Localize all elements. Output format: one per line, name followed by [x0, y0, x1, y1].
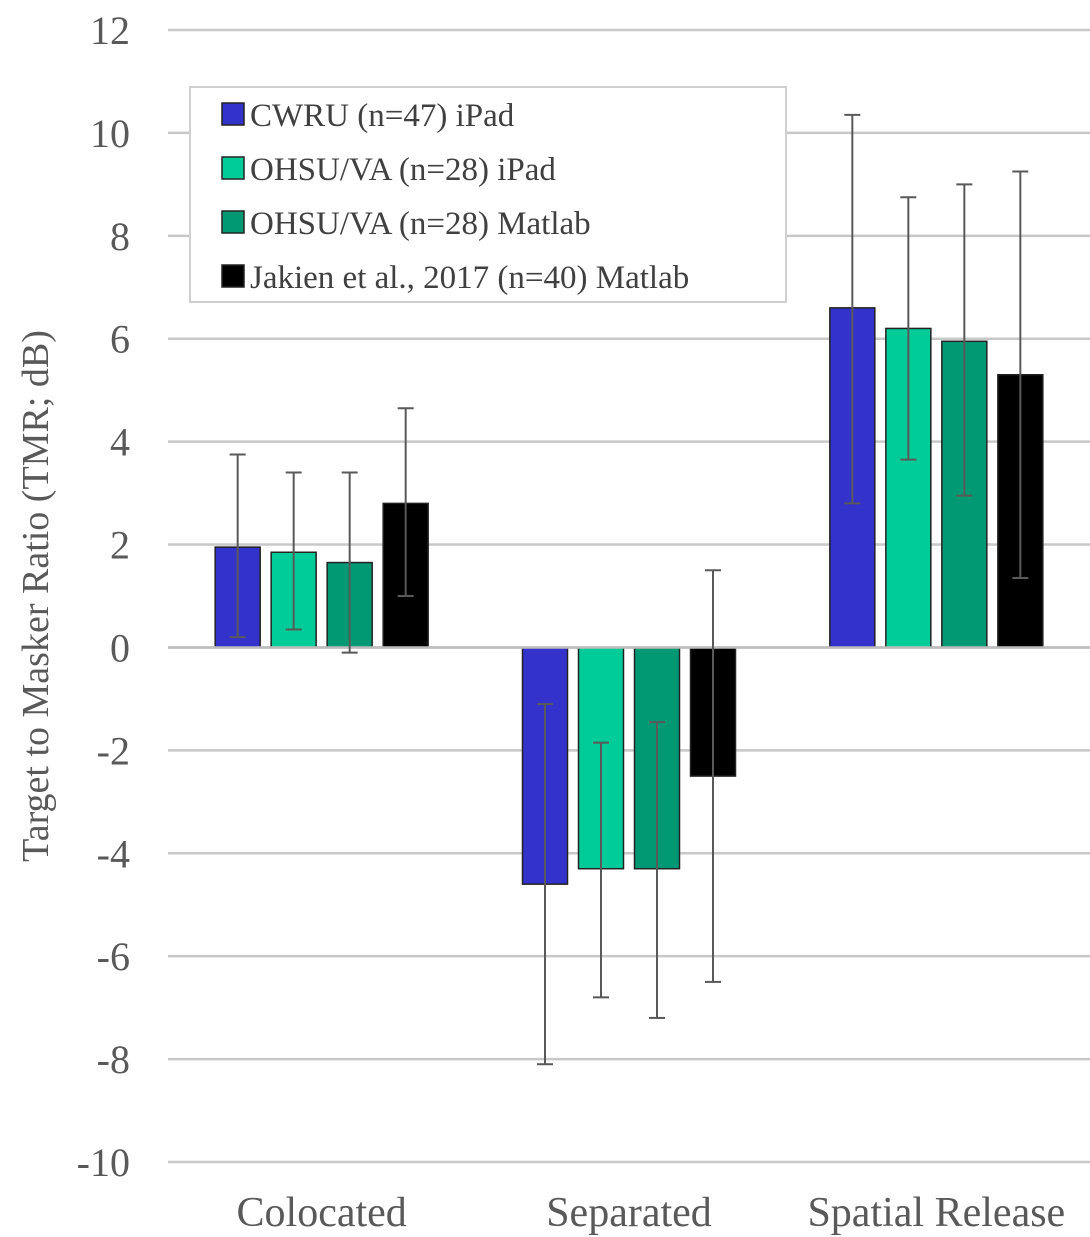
legend-swatch	[221, 264, 245, 288]
y-tick-label: 0	[110, 625, 130, 670]
x-category-label: Colocated	[237, 1190, 407, 1236]
y-axis-title: Target to Masker Ratio (TMR; dB)	[15, 330, 57, 862]
y-tick-label: -6	[97, 934, 130, 979]
y-tick-label: 8	[110, 214, 130, 259]
y-tick-label: 6	[110, 317, 130, 362]
x-category-label: Separated	[546, 1190, 712, 1236]
bars	[214, 307, 1044, 885]
y-tick-label: 4	[110, 420, 130, 465]
legend-label: Jakien et al., 2017 (n=40) Matlab	[250, 260, 689, 296]
legend-label: OHSU/VA (n=28) iPad	[250, 152, 556, 188]
y-axis-tick-labels: 12 10 8 6 4 2 0 -2 -4 -6 -8 -10	[77, 8, 130, 1185]
legend-box	[189, 86, 787, 303]
y-tick-label: -2	[97, 728, 130, 773]
x-axis-category-labels: Colocated Separated Spatial Release	[237, 1190, 1066, 1236]
y-tick-label: -8	[97, 1037, 130, 1082]
legend-label: OHSU/VA (n=28) Matlab	[250, 206, 591, 242]
y-tick-label: 12	[90, 8, 130, 53]
y-tick-label: 2	[110, 523, 130, 568]
error-bars	[229, 113, 1029, 1066]
legend-swatch	[221, 210, 245, 234]
y-tick-label: -4	[97, 831, 130, 876]
legend: CWRU (n=47) iPad OHSU/VA (n=28) iPad OHSU/…	[189, 86, 787, 303]
x-category-label: Spatial Release	[807, 1190, 1065, 1236]
legend-swatch	[221, 156, 245, 180]
y-tick-label: -10	[77, 1140, 130, 1185]
legend-label: CWRU (n=47) iPad	[250, 98, 515, 134]
legend-swatch	[221, 102, 245, 126]
y-tick-label: 10	[90, 111, 130, 156]
